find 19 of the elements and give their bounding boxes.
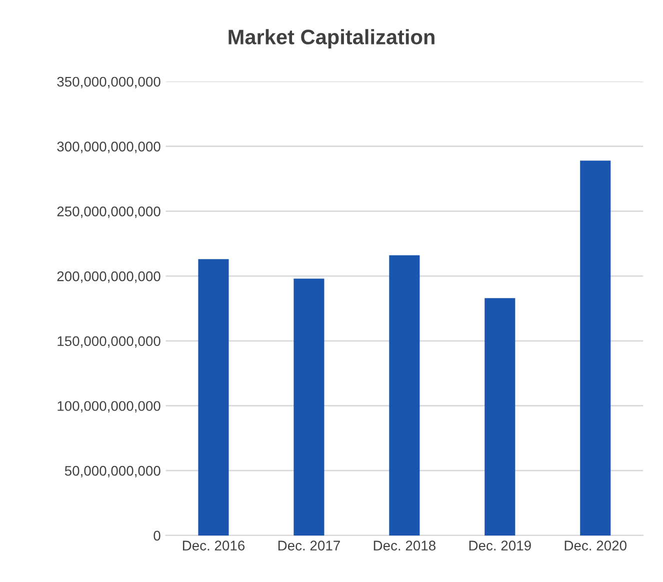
x-tick-label: Dec. 2018 xyxy=(374,540,436,551)
chart-title: Market Capitalization xyxy=(228,29,434,49)
y-tick-label: 250,000,000,000 xyxy=(57,206,160,218)
bar xyxy=(484,298,516,536)
bar xyxy=(389,255,420,536)
y-tick-label: 300,000,000,000 xyxy=(57,142,160,154)
bar xyxy=(294,278,324,536)
x-tick-label: Dec. 2019 xyxy=(469,540,531,551)
y-tick-label: 350,000,000,000 xyxy=(57,76,160,88)
y-tick-label: 100,000,000,000 xyxy=(58,401,160,413)
x-tick-label: Dec. 2016 xyxy=(182,540,245,551)
y-tick-label: 150,000,000,000 xyxy=(58,336,160,348)
y-tick-label: 200,000,000,000 xyxy=(57,271,160,283)
bar xyxy=(198,259,229,536)
y-tick-label: 50,000,000,000 xyxy=(64,466,160,478)
bar xyxy=(580,160,611,536)
x-tick-label: Dec. 2017 xyxy=(278,540,340,551)
x-tick-label: Dec. 2020 xyxy=(564,540,626,551)
y-tick-label: 0 xyxy=(154,530,160,541)
